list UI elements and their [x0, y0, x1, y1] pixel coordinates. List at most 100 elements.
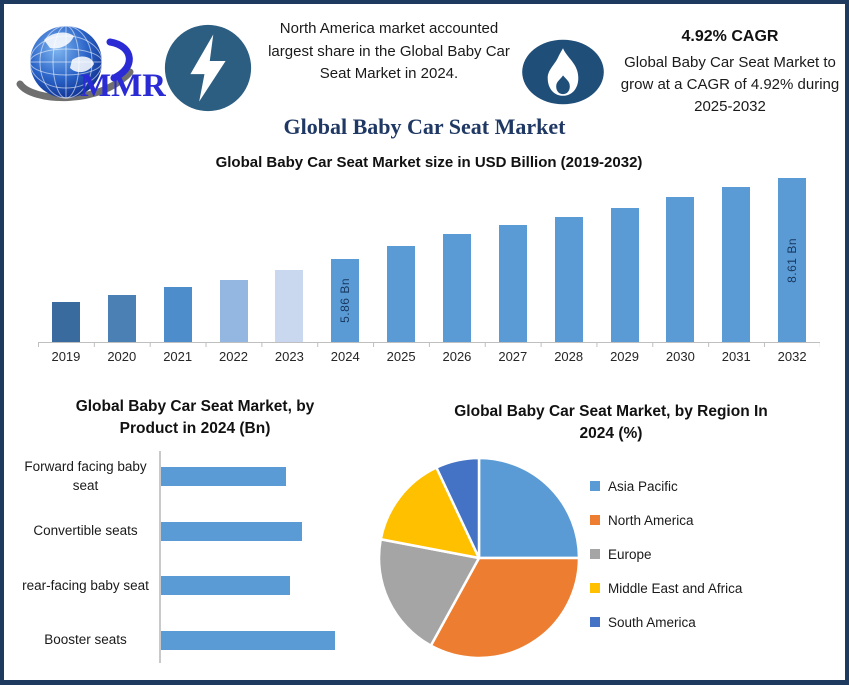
bar-2028	[554, 217, 583, 342]
legend-label: Asia Pacific	[608, 478, 678, 494]
x-axis-label-2026: 2026	[442, 349, 472, 364]
legend-swatch	[590, 617, 600, 628]
product-chart: Forward facing baby seat Convertible seat…	[16, 449, 374, 667]
bar-2027	[498, 225, 527, 342]
product-bar-track	[159, 576, 374, 596]
bar-2032: 8.61 Bn	[778, 178, 807, 342]
legend-label: North America	[608, 512, 694, 528]
bar-2020	[107, 295, 136, 342]
product-row: Forward facing baby seat	[16, 449, 374, 504]
x-axis-label-2027: 2027	[498, 349, 528, 364]
bar-group-2028	[541, 173, 597, 342]
globe-continents	[44, 32, 94, 73]
product-label: Convertible seats	[33, 523, 138, 539]
x-axis-label-2029: 2029	[610, 349, 639, 364]
product-bar-track	[159, 521, 374, 541]
bar-group-2026	[429, 173, 485, 342]
product-label: rear-facing baby seat	[22, 577, 149, 593]
bar-value-label: 5.86 Bn	[338, 278, 353, 323]
x-axis-label-2030: 2030	[665, 349, 695, 364]
product-label: Booster seats	[44, 632, 127, 648]
header-note: North America market accounted largest s…	[268, 20, 510, 82]
bar-group-2025	[373, 173, 429, 342]
bar-group-2032: 8.61 Bn	[764, 173, 820, 342]
legend-label: Middle East and Africa	[608, 580, 743, 596]
bar-2023	[275, 270, 304, 342]
product-bar-track	[159, 630, 374, 650]
x-axis-label-2024: 2024	[330, 349, 360, 364]
product-bar	[160, 576, 290, 596]
product-row: rear-facing baby seat	[16, 558, 374, 613]
pie-slice-north-america	[429, 557, 581, 660]
bar-2019	[51, 302, 80, 342]
x-axis-label-2031: 2031	[721, 349, 751, 364]
legend-item-asia-pacific: Asia Pacific	[590, 476, 742, 496]
x-axis-label-2021: 2021	[163, 349, 193, 364]
main-bar-chart: Global Baby Car Seat Market size in USD …	[38, 154, 820, 364]
region-chart-panel: Global Baby Car Seat Market, by Region I…	[376, 401, 845, 664]
page-title: Global Baby Car Seat Market	[283, 114, 566, 139]
pie-slice-europe	[377, 538, 481, 648]
pie-slice-south-america	[435, 457, 481, 560]
legend-swatch	[590, 515, 600, 526]
bar-group-2019	[38, 173, 94, 342]
legend-swatch	[590, 549, 600, 560]
legend-item-north-america: North America	[590, 510, 742, 530]
region-legend: Asia Pacific North America Europe Middle Ea…	[590, 448, 742, 664]
x-axis-label-2032: 2032	[777, 349, 807, 364]
cagr-title: 4.92% CAGR	[681, 28, 779, 45]
bar-2026	[442, 234, 471, 342]
mmr-logo: MMR	[16, 25, 166, 104]
legend-item-europe: Europe	[590, 544, 742, 564]
product-category-axis-line	[159, 451, 161, 664]
x-axis-label-2025: 2025	[386, 349, 416, 364]
legend-label: South America	[608, 614, 696, 630]
bar-value-label: 8.61 Bn	[785, 237, 800, 283]
main-chart-title: Global Baby Car Seat Market size in USD …	[215, 154, 643, 171]
x-axis-label-2028: 2028	[554, 349, 584, 364]
main-bar-chart-xlabels: 2019 2020 2021 2022 2023 2024 2025 2026 2027 2028…	[38, 349, 820, 364]
pie-slice-asia-pacific	[477, 457, 581, 560]
bar-group-2027	[485, 173, 541, 342]
logo-text: MMR	[80, 68, 166, 104]
lightning-bolt-icon	[164, 24, 252, 112]
bar-2031	[722, 187, 751, 342]
bar-2024: 5.86 Bn	[331, 259, 360, 342]
product-bar	[160, 467, 286, 487]
product-bar	[160, 630, 335, 650]
bar-group-2021	[150, 173, 206, 342]
logo-blue-arc	[106, 38, 133, 82]
bar-2030	[666, 197, 695, 342]
product-row: Booster seats	[16, 613, 374, 668]
bar-group-2023	[261, 173, 317, 342]
cagr-text: Global Baby Car Seat Market to grow at a…	[620, 54, 840, 115]
legend-label: Europe	[608, 546, 652, 562]
x-axis-line	[38, 342, 820, 343]
bar-group-2024: 5.86 Bn	[317, 173, 373, 342]
legend-item-south-america: South America	[590, 612, 742, 632]
bar-2021	[163, 287, 192, 342]
bar-2029	[610, 208, 639, 342]
bar-2022	[219, 280, 248, 342]
bar-group-2030	[652, 173, 708, 342]
product-label: Forward facing baby seat	[24, 459, 147, 493]
pie-slice-middle-east-and-africa	[379, 466, 481, 560]
region-chart-content: Asia Pacific North America Europe Middle Ea…	[376, 448, 845, 664]
flame-icon	[522, 39, 604, 105]
header: MMR North America market accounted large…	[10, 10, 839, 116]
bar-group-2029	[597, 173, 653, 342]
x-axis-label-2022: 2022	[219, 349, 248, 364]
region-pie-chart	[377, 457, 581, 660]
product-row: Convertible seats	[16, 504, 374, 559]
main-bar-chart-bars: 5.86 Bn 8.61 Bn	[38, 173, 820, 342]
product-bar-track	[159, 467, 374, 487]
bar-group-2022	[206, 173, 262, 342]
bar-2025	[387, 246, 416, 342]
bar-group-2031	[708, 173, 764, 342]
x-axis-label-2020: 2020	[107, 349, 137, 364]
legend-item-middle-east-and-africa: Middle East and Africa	[590, 578, 742, 598]
x-axis-label-2019: 2019	[51, 349, 81, 364]
product-chart-panel: Global Baby Car Seat Market, by Product …	[16, 396, 374, 667]
legend-swatch	[590, 583, 600, 594]
